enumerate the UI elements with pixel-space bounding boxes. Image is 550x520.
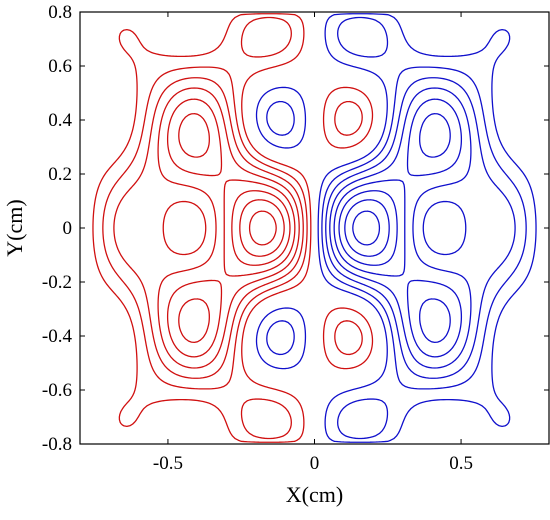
y-tick-label: 0.8 xyxy=(48,2,72,23)
contour-line-positive xyxy=(239,199,285,257)
contour-line-positive xyxy=(92,13,374,443)
x-tick-label: -0.5 xyxy=(153,453,183,474)
plot-frame xyxy=(79,11,550,445)
y-tick-label: 0.2 xyxy=(48,164,72,185)
contour-line-positive xyxy=(113,77,304,379)
contour-lines xyxy=(92,13,537,443)
y-tick-label: -0.6 xyxy=(42,380,72,401)
contour-line-negative xyxy=(352,210,381,246)
x-axis-title: X(cm) xyxy=(286,482,343,507)
y-tick-label: 0 xyxy=(63,218,73,239)
contour-line-positive xyxy=(157,87,300,369)
contour-line-positive xyxy=(248,210,277,246)
y-axis-ticks: -0.8 -0.6 -0.4 -0.2 0 0.2 0.4 0.6 0.8 xyxy=(42,2,549,455)
y-tick-label: 0.6 xyxy=(48,56,72,77)
contour-line-negative xyxy=(338,112,451,344)
x-tick-label: 0 xyxy=(310,453,320,474)
y-tick-label: 0.4 xyxy=(48,110,72,131)
contour-line-positive xyxy=(166,98,296,358)
x-axis-ticks: -0.5 0 0.5 xyxy=(153,12,473,474)
y-axis-title: Y(cm) xyxy=(2,199,27,256)
contour-line-negative xyxy=(329,87,472,369)
y-tick-label: -0.2 xyxy=(42,272,72,293)
x-tick-label: 0.5 xyxy=(449,453,473,474)
contour-line-negative xyxy=(333,98,463,358)
contour-line-positive xyxy=(178,112,291,344)
y-tick-label: -0.4 xyxy=(42,326,73,347)
contour-line-negative xyxy=(266,16,527,440)
contour-line-negative xyxy=(255,13,537,443)
y-tick-label: -0.8 xyxy=(42,434,72,455)
contour-line-positive xyxy=(102,16,363,440)
contour-line-negative xyxy=(325,77,516,379)
contour-line-negative xyxy=(344,199,390,257)
